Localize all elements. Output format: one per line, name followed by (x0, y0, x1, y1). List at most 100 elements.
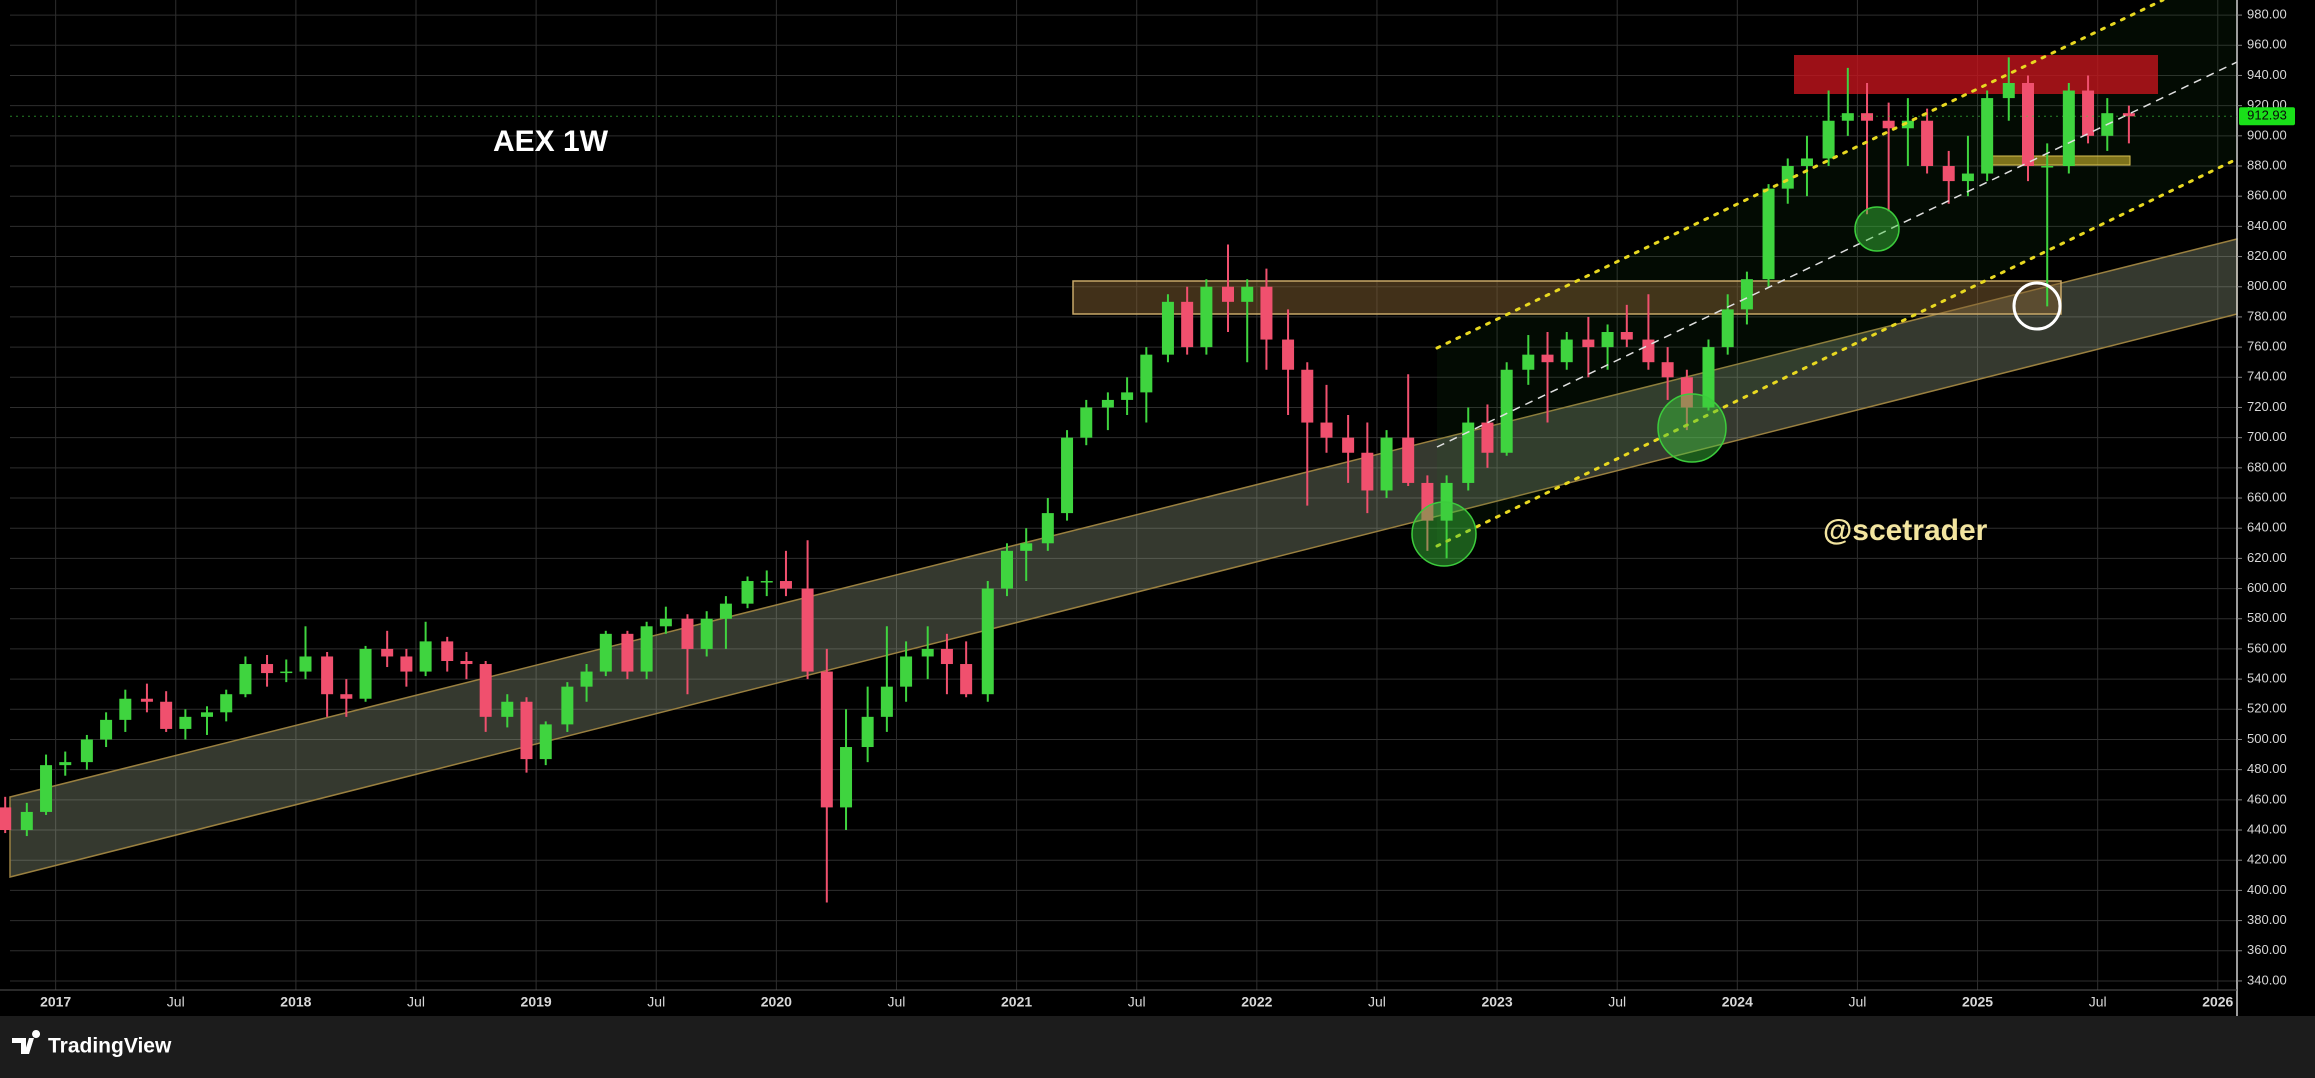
candle-body (280, 671, 293, 674)
candle-body (1961, 173, 1974, 182)
candle-body (140, 698, 153, 702)
candle-body (1241, 286, 1254, 302)
candle-body (1861, 113, 1874, 121)
candle-body (1080, 407, 1093, 438)
candle-body (1361, 452, 1374, 491)
candle-body (1500, 369, 1513, 453)
candle-body (539, 724, 552, 760)
candle-body (1522, 354, 1535, 370)
y-tick-label: 900.00 (2247, 127, 2287, 142)
mid-dashed-line (1436, 61, 2238, 448)
x-tick-label: 2021 (1001, 994, 1032, 1010)
x-tick-label: 2023 (1481, 994, 1512, 1010)
y-tick-label: 700.00 (2247, 429, 2287, 444)
candle-body (900, 656, 913, 687)
y-tick-label: 820.00 (2247, 248, 2287, 263)
candle-body (501, 701, 514, 717)
candle-body (460, 661, 473, 665)
candle-body (20, 811, 33, 831)
y-tick-label: 780.00 (2247, 308, 2287, 323)
candle-body (2041, 166, 2054, 168)
candle-body (801, 588, 814, 672)
x-tick-label: Jul (1608, 994, 1626, 1010)
x-tick-label: Jul (407, 994, 425, 1010)
x-tick-label: 2018 (280, 994, 311, 1010)
candle-body (1320, 422, 1333, 438)
top-zone (1794, 55, 2158, 94)
y-tick-label: 420.00 (2247, 852, 2287, 867)
y-tick-label: 660.00 (2247, 489, 2287, 504)
x-tick-label: 2026 (2202, 994, 2233, 1010)
x-tick-label: Jul (1848, 994, 1866, 1010)
watermark: @scetrader (1823, 514, 1988, 547)
candle-body (200, 712, 213, 717)
candle-body (1462, 422, 1475, 483)
y-tick-label: 360.00 (2247, 942, 2287, 957)
x-tick-label: 2025 (1962, 994, 1993, 1010)
candle-body (179, 716, 192, 729)
y-tick-label: 880.00 (2247, 157, 2287, 172)
candle-body (1582, 339, 1595, 348)
candle-body (2122, 113, 2135, 117)
y-tick-label: 480.00 (2247, 761, 2287, 776)
y-tick-label: 560.00 (2247, 640, 2287, 655)
candle-body (741, 581, 754, 604)
candle-body (1841, 113, 1854, 121)
lower-dotted-line (1435, 157, 2239, 548)
candle-body (820, 671, 833, 808)
candle-body (1800, 158, 1813, 167)
y-tick-label: 500.00 (2247, 731, 2287, 746)
candle-body (981, 588, 994, 695)
y-tick-label: 620.00 (2247, 550, 2287, 565)
highlight-circle (1657, 393, 1727, 463)
candle-body (1301, 369, 1314, 423)
candle-body (1041, 513, 1054, 544)
candle-body (1601, 332, 1614, 348)
candle-body (239, 664, 252, 695)
brand-icon (12, 1030, 41, 1054)
last-price-box (2239, 107, 2295, 126)
candle-body (640, 626, 653, 672)
y-tick-label: 380.00 (2247, 912, 2287, 927)
candle-body (1061, 437, 1074, 514)
candle-body (1181, 301, 1194, 348)
y-tick-label: 860.00 (2247, 188, 2287, 203)
candle-body (1620, 332, 1633, 340)
y-tick-label: 940.00 (2247, 67, 2287, 82)
y-tick-label: 840.00 (2247, 218, 2287, 233)
candle-body (321, 656, 334, 695)
candle-body (1140, 354, 1153, 393)
candle-body (0, 807, 12, 831)
candle-body (2021, 83, 2034, 167)
candle-body (561, 686, 574, 725)
y-tick-label: 520.00 (2247, 701, 2287, 716)
candle-body (400, 656, 413, 672)
highlight-circle (1854, 206, 1900, 252)
candle-body (1921, 120, 1934, 167)
x-tick-label: 2020 (761, 994, 792, 1010)
candle-body (1541, 354, 1554, 363)
brand-name[interactable]: TradingView (48, 1035, 172, 1058)
candle-body (1020, 543, 1033, 551)
candle-body (441, 641, 454, 662)
y-tick-label: 580.00 (2247, 610, 2287, 625)
upper-dotted-line (1435, 0, 2165, 350)
candle-body (719, 603, 732, 619)
candle-body (1740, 279, 1753, 310)
candle-body (1981, 98, 1994, 174)
candle-body (1222, 286, 1235, 302)
candle-body (880, 686, 893, 717)
candle-body (681, 618, 694, 649)
candle-body (700, 618, 713, 649)
x-tick-label: 2022 (1241, 994, 1272, 1010)
x-tick-label: Jul (2089, 994, 2107, 1010)
candle-body (960, 664, 973, 695)
candle-body (381, 648, 394, 657)
chart-title: AEX 1W (493, 125, 609, 158)
x-tick-label: 2024 (1722, 994, 1753, 1010)
candle-body (1161, 301, 1174, 355)
candle-body (160, 701, 173, 729)
